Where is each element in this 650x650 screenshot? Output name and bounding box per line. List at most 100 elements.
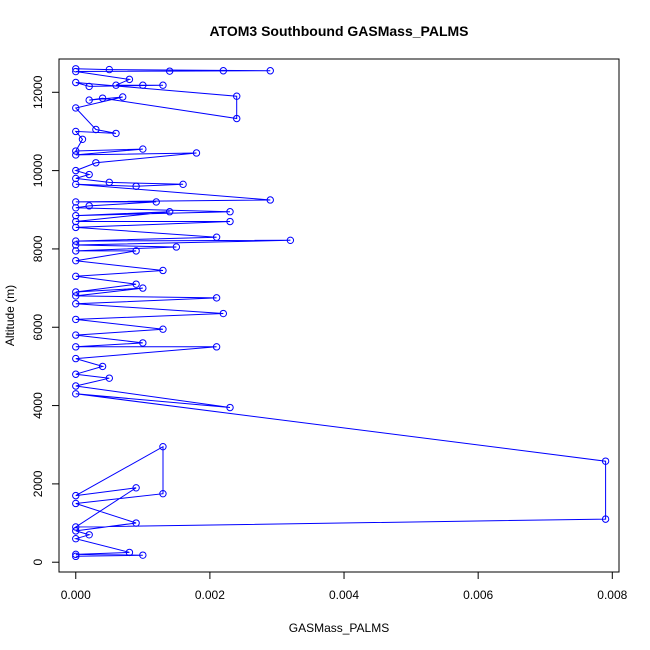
data-point [72,527,80,535]
data-point [226,217,234,226]
data-point [286,236,295,245]
x-axis: 0.000 0.002 0.004 0.006 0.008 [61,571,628,602]
data-point [172,243,181,251]
data-point [72,550,80,559]
data-point [98,362,107,371]
data-point [233,114,241,123]
data-point [219,67,228,75]
data-point [92,125,100,134]
data-point [212,343,221,351]
data-point [85,82,93,91]
data-point [85,96,93,104]
data-point [72,343,80,351]
data-point [226,403,234,412]
data-point [105,374,113,382]
data-point [72,499,80,508]
data-point [72,65,80,73]
data-point [159,325,167,333]
data-point [112,81,120,89]
data-point [601,457,610,465]
data-point [85,170,93,179]
data-point [139,145,147,153]
data-point [72,147,80,155]
data-point [85,531,93,539]
data-point [72,223,80,232]
data-point [72,166,80,175]
data-point [72,523,80,531]
y-tick-label: 8000 [31,235,45,262]
data-point [226,208,234,216]
data-point [159,442,167,451]
chart-title: ATOM3 Southbound GASMass_PALMS [209,23,468,39]
data-point [72,491,80,500]
data-point [72,292,80,300]
data-point [212,233,221,241]
data-point [132,519,140,527]
data-point [139,551,147,559]
data-point [72,241,80,249]
data-point [72,247,80,255]
data-point [92,159,100,167]
data-point [139,339,147,347]
data-point [152,198,160,206]
y-tick-label: 6000 [31,314,45,341]
data-point [119,93,127,101]
data-point [139,284,147,292]
data-point [72,151,80,159]
data-point [165,208,174,216]
data-point [78,135,87,143]
y-tick-label: 4000 [31,392,45,419]
data-point [112,129,120,138]
data-point [72,204,80,212]
data-point [72,331,80,339]
data-point [192,149,201,157]
data-point [72,180,80,189]
data-point [72,237,80,245]
data-point [159,81,167,89]
data-point [105,65,113,74]
data-point [72,174,80,183]
data-point [98,94,107,102]
y-tick-label: 10000 [31,154,45,188]
data-point [72,217,80,226]
x-tick-label: 0.008 [597,588,627,602]
y-tick-label: 0 [31,559,45,566]
data-point [179,180,187,189]
data-point [72,354,80,363]
data-point [72,78,80,87]
data-point [139,81,147,89]
data-point [72,211,80,220]
data-point [72,67,80,76]
data-point [72,272,80,281]
data-point [72,256,80,265]
data-point [212,294,221,302]
data-point [165,67,174,75]
plot-frame [58,58,620,573]
data-point [132,484,140,492]
data-point [266,67,274,75]
data-point [219,309,228,318]
data-point [125,548,134,557]
data-point [105,178,113,187]
data-point [72,370,80,378]
data-point [72,288,80,296]
data-point [132,182,140,190]
data-point [72,300,80,308]
x-axis-label: GASMass_PALMS [289,621,389,635]
data-point [72,315,80,324]
plot-data [72,65,610,561]
y-tick-label: 2000 [31,470,45,497]
data-point [72,198,80,206]
x-tick-label: 0.004 [329,588,359,602]
data-point [125,75,134,84]
y-tick-label: 12000 [31,75,45,109]
data-point [72,535,80,543]
y-axis: 0 2000 4000 6000 8000 10000 12000 [31,75,60,566]
data-point [72,382,80,390]
series-line [73,68,607,557]
data-point [266,196,274,204]
data-point [159,266,167,275]
data-point [132,247,140,255]
data-point [72,104,80,112]
x-tick-label: 0.000 [61,588,91,602]
